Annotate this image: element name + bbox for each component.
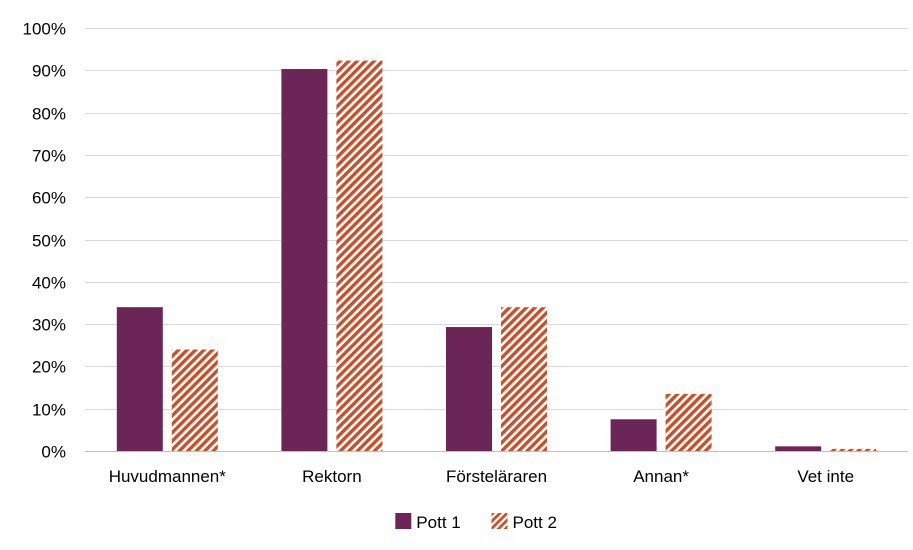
x-tick-label: Försteläraren (446, 467, 547, 486)
y-tick-label: 80% (32, 105, 66, 124)
bar-2 (171, 349, 218, 451)
y-tick-label: 30% (32, 316, 66, 335)
y-tick-label: 100% (23, 20, 66, 39)
legend-label: Pott 1 (416, 513, 460, 532)
bar-1 (446, 327, 492, 451)
y-tick-label: 20% (32, 358, 66, 377)
y-tick-label: 70% (32, 147, 66, 166)
y-tick-label: 40% (32, 274, 66, 293)
legend-swatch (395, 513, 412, 529)
axes: 0% 10% 20% 30% 40% 50% 60% 70% 80% 90% 100% Huvudma… (23, 20, 908, 486)
bar-2 (336, 60, 383, 452)
legend-swatch (491, 513, 508, 529)
bar-2 (501, 307, 547, 451)
y-tick-label: 0% (41, 443, 66, 462)
x-tick-label: Annan* (633, 467, 689, 486)
legend: Pott 1 Pott 2 (395, 513, 557, 532)
bar-1 (775, 446, 822, 451)
y-tick-label: 50% (32, 232, 66, 251)
bar-1 (281, 69, 328, 451)
legend-label: Pott 2 (513, 513, 557, 532)
x-tick-label: Vet inte (797, 467, 854, 486)
y-tick-label: 90% (32, 62, 66, 81)
bars (116, 60, 877, 452)
y-tick-label: 10% (32, 401, 66, 420)
x-tick-label: Huvudmannen* (109, 467, 227, 486)
x-tick-label: Rektorn (302, 467, 362, 486)
bar-2 (665, 393, 712, 451)
bar-1 (610, 419, 657, 451)
gridlines (85, 28, 908, 410)
bar-1 (116, 307, 163, 451)
y-tick-label: 60% (32, 189, 66, 208)
bar-2 (830, 448, 877, 451)
